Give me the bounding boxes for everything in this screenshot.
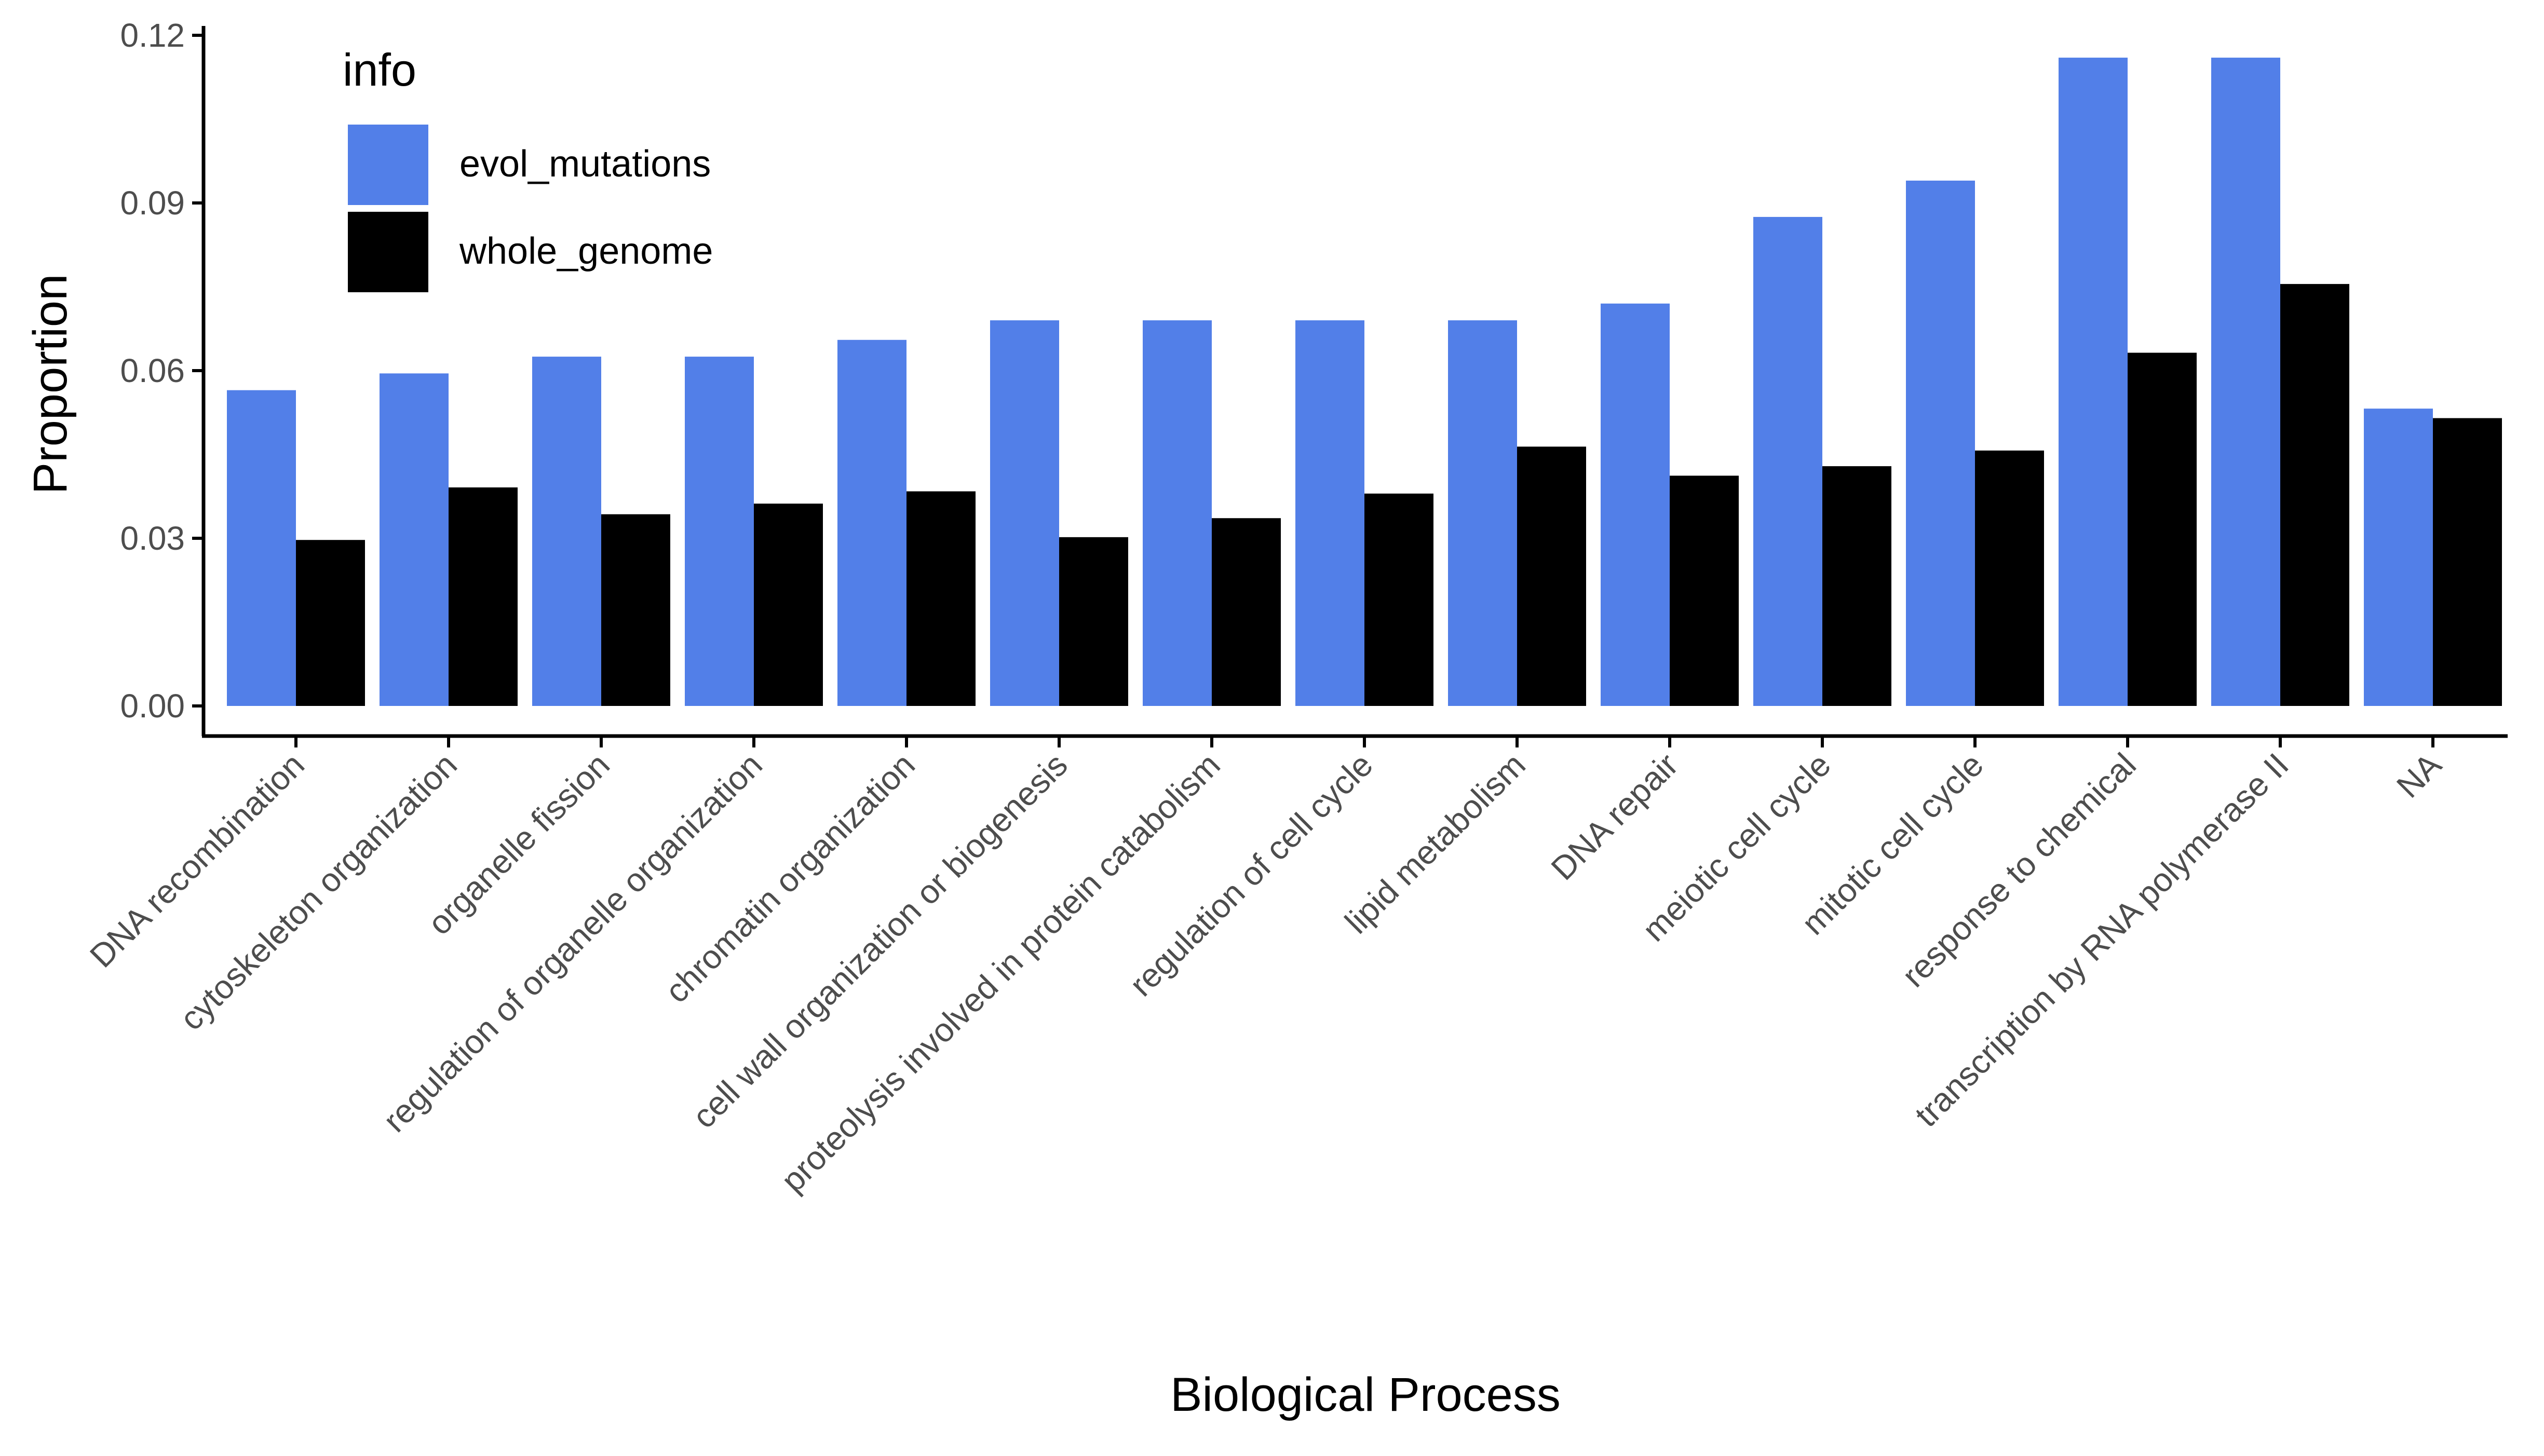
bar-whole-genome <box>1822 466 1891 706</box>
bar-whole-genome <box>1670 475 1739 706</box>
bar-evol-mutations <box>837 339 906 706</box>
bar-whole-genome <box>1975 450 2044 706</box>
legend-key-evol-mutations <box>348 125 428 205</box>
bar-whole-genome <box>1212 518 1281 706</box>
legend-label-evol-mutations: evol_mutations <box>459 143 711 185</box>
y-tick-label: 0.06 <box>120 352 185 389</box>
y-tick-label: 0.00 <box>120 687 185 725</box>
bar-evol-mutations <box>1906 180 1975 706</box>
y-tick-label: 0.03 <box>120 520 185 557</box>
bar-evol-mutations <box>227 390 296 706</box>
bar-evol-mutations <box>990 320 1059 706</box>
bar-whole-genome <box>296 540 365 706</box>
bar-whole-genome <box>906 491 976 706</box>
bar-whole-genome <box>2280 284 2349 706</box>
bar-whole-genome <box>1364 493 1433 706</box>
bar-evol-mutations <box>532 357 601 706</box>
axes-layer <box>192 26 2508 747</box>
y-tick-label: 0.09 <box>120 184 185 222</box>
bar-evol-mutations <box>2059 58 2128 706</box>
bar-whole-genome <box>601 514 670 706</box>
bar-whole-genome <box>2128 352 2197 706</box>
bar-evol-mutations <box>1753 216 1822 706</box>
bars-layer <box>227 58 2502 706</box>
legend-key-whole-genome <box>348 212 428 292</box>
bar-whole-genome <box>2433 418 2502 706</box>
bar-evol-mutations <box>1143 320 1212 706</box>
y-axis-title: Proportion <box>24 274 77 494</box>
bar-evol-mutations <box>685 357 754 706</box>
bar-whole-genome <box>449 487 518 706</box>
bar-whole-genome <box>1059 537 1128 706</box>
legend-title: info <box>343 44 416 96</box>
bar-evol-mutations <box>1601 303 1670 706</box>
bar-evol-mutations <box>1295 320 1364 706</box>
legend-label-whole-genome: whole_genome <box>459 230 713 272</box>
bar-evol-mutations <box>380 373 449 706</box>
legend: info evol_mutations whole_genome <box>343 44 713 292</box>
y-tick-label: 0.12 <box>120 17 185 54</box>
bar-evol-mutations <box>2211 58 2280 706</box>
bar-evol-mutations <box>1448 320 1517 706</box>
bar-whole-genome <box>754 504 823 706</box>
x-axis-title: Biological Process <box>1170 1368 1561 1421</box>
bar-evol-mutations <box>2364 409 2433 706</box>
bar-whole-genome <box>1517 446 1586 706</box>
